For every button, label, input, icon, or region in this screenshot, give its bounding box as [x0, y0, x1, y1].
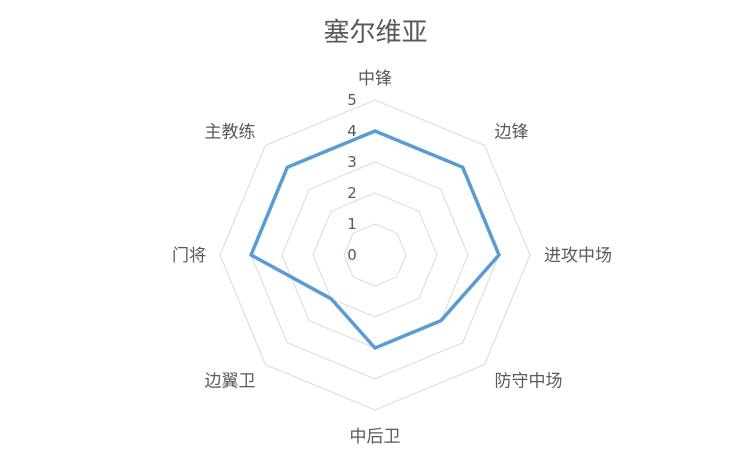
grid-ring-5	[219, 99, 531, 411]
data-point	[373, 346, 377, 350]
data-point	[497, 253, 501, 257]
data-point	[285, 165, 289, 169]
category-label: 中锋	[358, 69, 392, 89]
grid-ring-2	[312, 192, 438, 318]
category-label: 主教练	[205, 123, 256, 143]
r-tick-label: 5	[347, 91, 357, 109]
data-point	[373, 129, 377, 133]
r-tick-label: 2	[347, 184, 357, 202]
radial-tick-labels: 0 1 2 3 4 5	[347, 91, 357, 264]
r-tick-label: 1	[347, 215, 357, 233]
radar-grid	[219, 99, 531, 411]
r-tick-label: 0	[347, 246, 357, 264]
category-label: 中后卫	[350, 427, 401, 447]
r-tick-label: 3	[347, 153, 357, 171]
category-label: 门将	[172, 246, 206, 266]
grid-ring-1	[343, 223, 407, 287]
chart-title: 塞尔维亚	[323, 18, 428, 48]
series-layer	[249, 129, 501, 350]
category-label: 进攻中场	[544, 246, 612, 266]
data-point	[439, 319, 443, 323]
r-tick-label: 4	[347, 122, 357, 140]
category-label: 边翼卫	[205, 372, 256, 392]
data-point	[249, 253, 253, 257]
category-label: 防守中场	[495, 372, 563, 392]
data-point	[461, 165, 465, 169]
category-label: 边锋	[495, 123, 529, 143]
data-point	[329, 297, 333, 301]
